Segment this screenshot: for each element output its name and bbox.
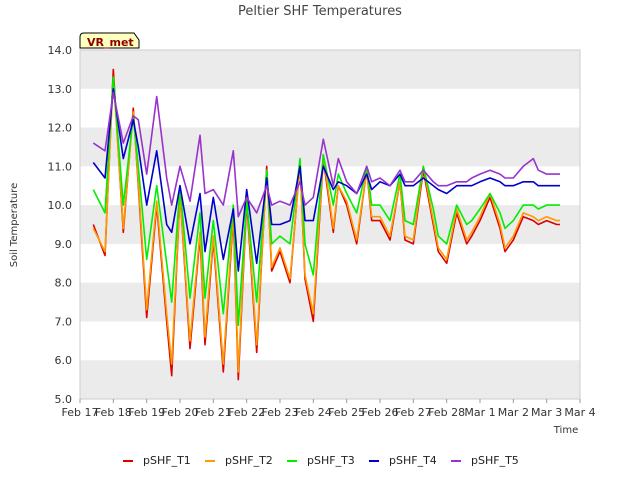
y-tick-label: 11.0 (48, 160, 73, 173)
grid-band (80, 360, 580, 399)
legend: pSHF_T1 pSHF_T2 pSHF_T3 pSHF_T4 pSHF_T5 (123, 454, 519, 467)
legend-label: pSHF_T2 (225, 454, 273, 467)
y-tick-label: 6.0 (55, 354, 73, 367)
grid-band (80, 282, 580, 322)
legend-label: pSHF_T3 (307, 454, 355, 467)
x-tick-label: Feb 20 (162, 406, 199, 419)
x-axis-label: Time (553, 425, 578, 436)
legend-label: pSHF_T4 (389, 454, 437, 467)
series-line-pshf-t5 (92, 91, 560, 218)
y-tick-label: 12.0 (48, 122, 73, 135)
legend-label: pSHF_T5 (471, 454, 519, 467)
x-tick-label: Feb 19 (128, 406, 165, 419)
y-tick-label: 8.0 (55, 277, 73, 290)
x-tick-label: Feb 18 (95, 406, 132, 419)
y-axis-ticks: 5.0 6.0 7.0 8.0 9.0 10.0 11.0 12.0 13.0 14.0 (48, 44, 73, 406)
y-axis-label: Soil Temperature (9, 183, 20, 268)
y-tick-label: 13.0 (48, 83, 73, 96)
badge-label: VR_met (87, 36, 134, 49)
series-lines (92, 68, 560, 381)
series-line-pshf-t2 (92, 76, 560, 373)
grid-bands (80, 50, 580, 399)
x-tick-label: Feb 23 (262, 406, 299, 419)
badge-box (79, 32, 140, 49)
x-tick-label: Feb 24 (295, 406, 332, 419)
grid-band (80, 50, 580, 89)
x-tick-label: Feb 17 (62, 406, 99, 419)
x-tick-label: Feb 28 (428, 406, 465, 419)
y-tick-label: 5.0 (55, 393, 73, 406)
series-line-pshf-t3 (92, 76, 560, 327)
x-tick-label: Mar 2 (498, 406, 529, 419)
y-tick-label: 14.0 (48, 44, 73, 57)
x-tick-label: Mar 1 (464, 406, 495, 419)
series-line-pshf-t4 (92, 88, 560, 272)
y-tick-label: 9.0 (55, 238, 73, 251)
x-tick-label: Feb 27 (395, 406, 432, 419)
vr-met-badge: VR_met (79, 32, 140, 49)
legend-label: pSHF_T1 (143, 454, 191, 467)
plot-frame (79, 49, 581, 400)
x-tick-label: Feb 25 (328, 406, 365, 419)
y-tick-label: 7.0 (55, 315, 73, 328)
y-tick-label: 10.0 (48, 199, 73, 212)
x-tick-label: Mar 4 (564, 406, 595, 419)
x-tick-label: Feb 26 (362, 406, 399, 419)
x-tick-label: Feb 21 (195, 406, 232, 419)
x-tick-label: Feb 22 (228, 406, 265, 419)
x-tick-label: Mar 3 (531, 406, 562, 419)
chart-title: Peltier SHF Temperatures (238, 4, 402, 19)
